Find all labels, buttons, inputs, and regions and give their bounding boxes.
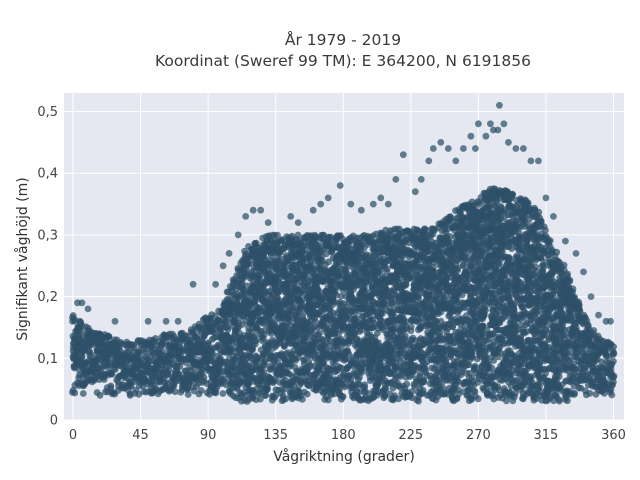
data-point [71,389,79,397]
data-point [299,396,306,403]
data-point [79,390,87,397]
data-points [69,101,618,405]
data-point [219,390,227,397]
data-point [420,378,428,386]
data-point [127,383,135,390]
data-point [429,267,437,275]
data-point [105,333,113,340]
data-point [86,348,93,356]
data-point [78,354,86,362]
data-point [303,390,311,398]
data-point [407,327,415,335]
data-point [414,293,422,301]
data-point [222,316,230,324]
data-point [141,348,149,356]
data-point [212,389,220,397]
data-point [415,397,422,405]
data-point [157,342,165,350]
data-point [96,391,104,399]
data-point [403,380,411,388]
data-point [197,387,205,394]
data-point [165,366,173,374]
data-point [184,391,192,398]
data-point [71,317,79,325]
data-point [401,332,409,340]
data-point [339,393,347,401]
data-point [78,328,85,336]
data-point [200,374,208,381]
data-point [264,385,271,393]
data-point [252,337,260,345]
data-point [171,388,179,396]
data-point [108,370,116,378]
data-point [224,326,232,333]
data-point [130,344,138,352]
